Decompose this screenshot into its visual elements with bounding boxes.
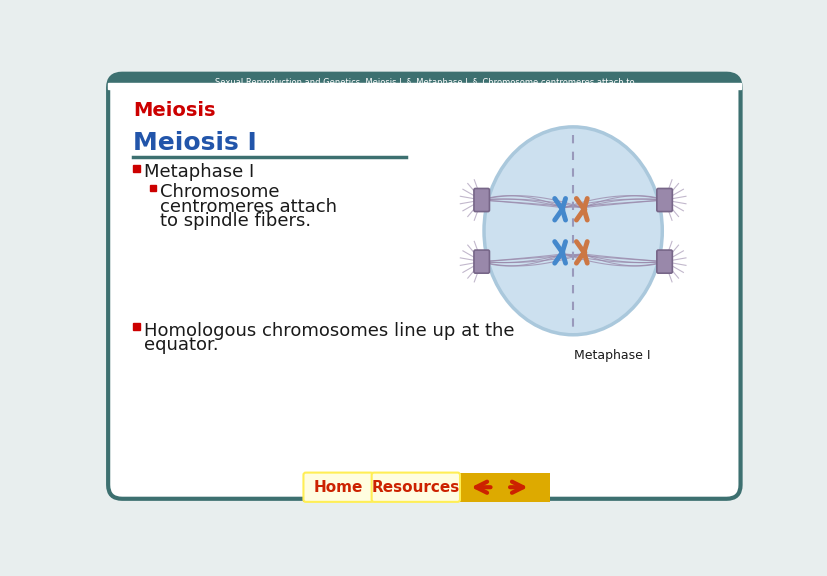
Text: centromeres attach: centromeres attach bbox=[160, 198, 337, 215]
Bar bbox=[460, 472, 499, 502]
Bar bbox=[108, 83, 739, 89]
Text: Resources: Resources bbox=[371, 480, 459, 495]
FancyBboxPatch shape bbox=[473, 250, 489, 273]
Text: Metaphase I: Metaphase I bbox=[573, 348, 650, 362]
Bar bbox=[133, 323, 140, 330]
Text: Homologous chromosomes line up at the: Homologous chromosomes line up at the bbox=[144, 321, 514, 340]
FancyBboxPatch shape bbox=[108, 74, 739, 499]
Bar bbox=[303, 472, 549, 502]
FancyBboxPatch shape bbox=[656, 250, 672, 273]
FancyBboxPatch shape bbox=[108, 74, 739, 89]
Text: Sexual Reproduction and Genetics  Meiosis I  §  Metaphase I  §  Chromosome centr: Sexual Reproduction and Genetics Meiosis… bbox=[214, 78, 633, 86]
Text: equator.: equator. bbox=[144, 336, 218, 354]
Bar bbox=[150, 185, 156, 191]
Ellipse shape bbox=[484, 127, 662, 335]
Text: Meiosis I: Meiosis I bbox=[133, 131, 256, 155]
FancyBboxPatch shape bbox=[371, 472, 460, 502]
Text: Chromosome: Chromosome bbox=[160, 183, 280, 201]
Text: Metaphase I: Metaphase I bbox=[144, 163, 254, 181]
Text: Meiosis: Meiosis bbox=[133, 101, 215, 120]
Text: to spindle fibers.: to spindle fibers. bbox=[160, 213, 311, 230]
Bar bbox=[133, 165, 140, 172]
Bar bbox=[500, 472, 538, 502]
FancyBboxPatch shape bbox=[656, 188, 672, 211]
FancyBboxPatch shape bbox=[473, 188, 489, 211]
FancyBboxPatch shape bbox=[303, 472, 373, 502]
Text: Home: Home bbox=[313, 480, 362, 495]
